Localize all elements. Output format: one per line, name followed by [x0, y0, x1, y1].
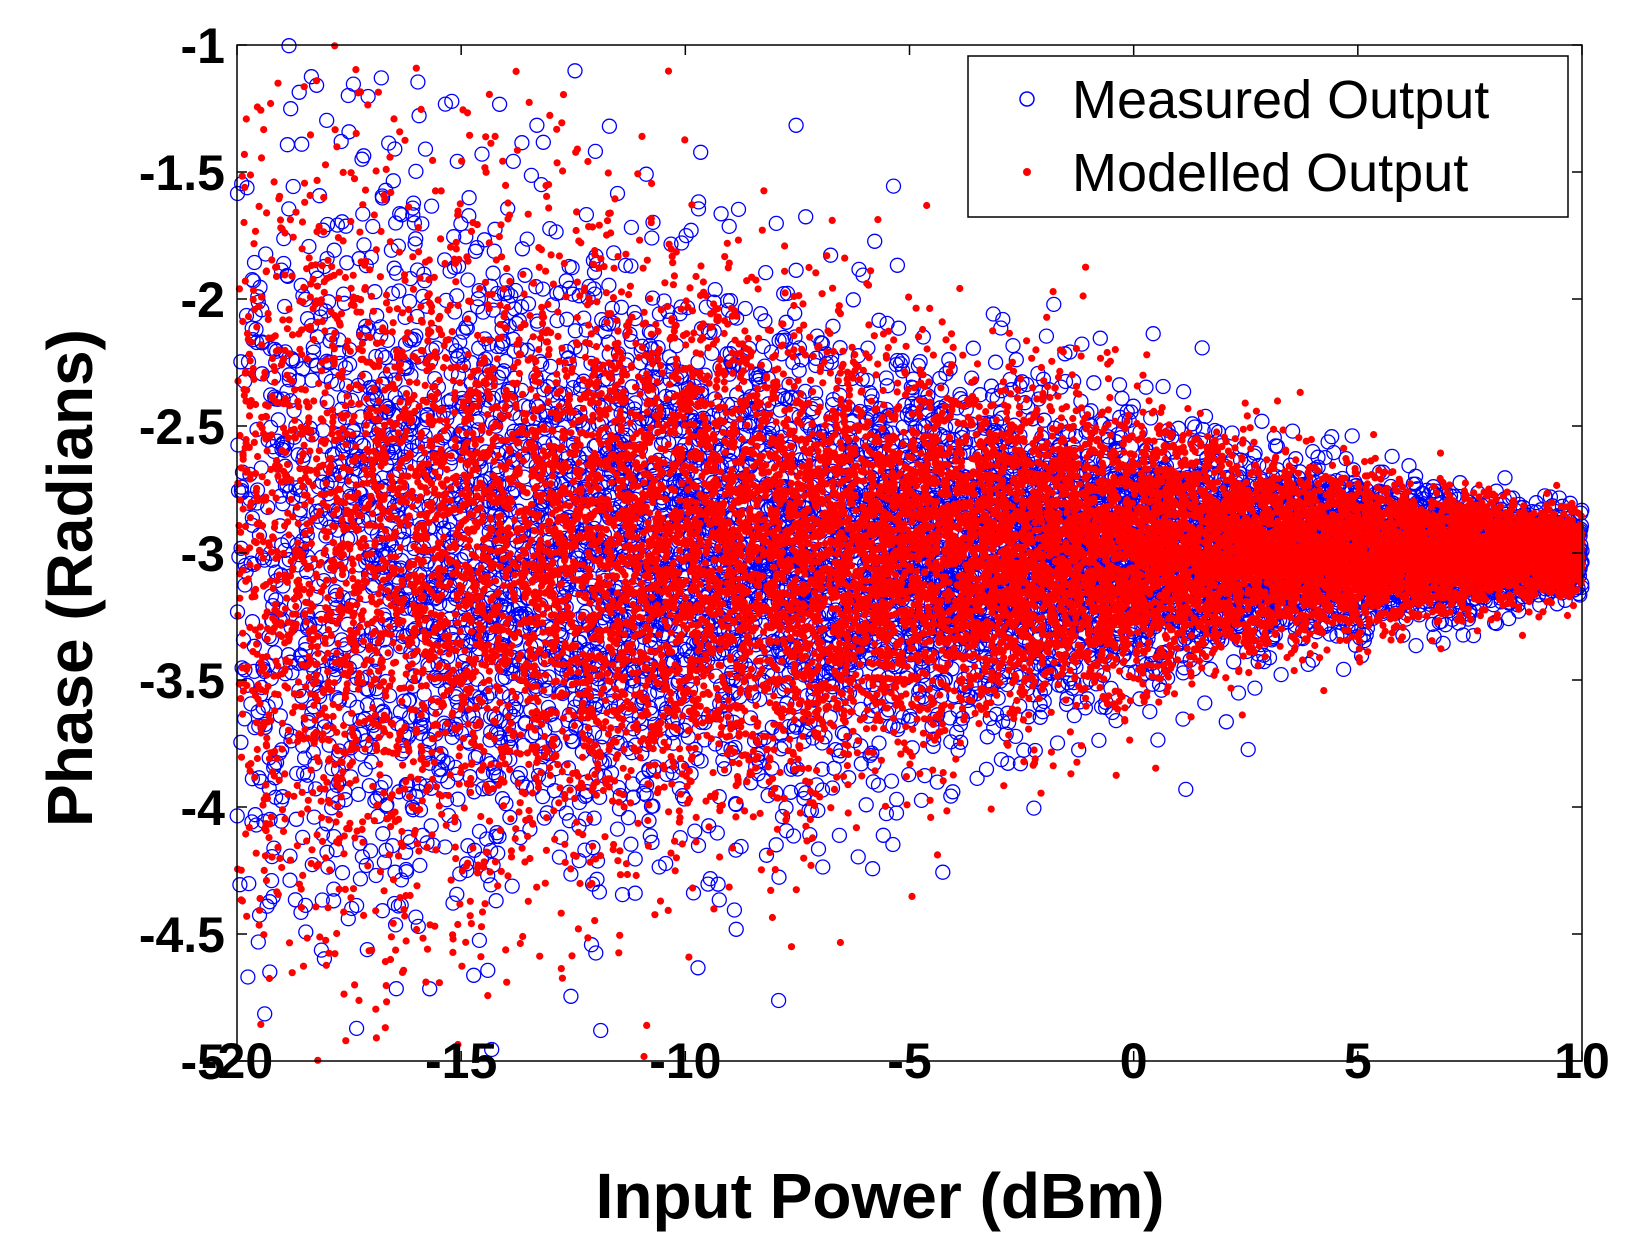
measured-point — [308, 589, 324, 606]
measured-point — [1086, 375, 1102, 391]
measured-point — [385, 173, 401, 189]
measured-point — [567, 63, 583, 79]
measured-point — [1197, 695, 1213, 711]
measured-point — [375, 826, 391, 842]
measured-point — [1092, 330, 1108, 346]
measured-point — [1066, 707, 1082, 724]
measured-point — [1300, 656, 1316, 673]
measured-point — [1240, 741, 1256, 758]
measured-point — [782, 784, 799, 800]
measured-point — [356, 237, 372, 253]
measured-point — [865, 774, 881, 790]
measured-point — [527, 725, 544, 741]
measured-point — [690, 837, 707, 854]
measured-point — [405, 195, 422, 211]
measured-point — [471, 932, 488, 949]
measured-point — [798, 209, 814, 225]
measured-point — [879, 378, 896, 394]
measured-point — [352, 835, 368, 851]
measured-point — [1074, 336, 1090, 352]
measured-point — [710, 876, 726, 892]
measured-point — [394, 207, 410, 223]
measured-point — [644, 834, 660, 850]
measured-point — [864, 861, 881, 877]
measured-point — [620, 810, 637, 826]
measured-point — [405, 207, 421, 223]
measured-point — [1178, 781, 1194, 798]
measured-point — [551, 795, 567, 812]
measured-point — [443, 392, 459, 408]
measured-point — [407, 236, 423, 252]
measured-point — [373, 319, 389, 335]
measured-point — [291, 84, 307, 100]
measured-point — [381, 135, 397, 151]
measured-point — [542, 358, 559, 375]
measured-point — [933, 382, 950, 398]
measured-point — [1036, 693, 1052, 710]
measured-point — [437, 96, 454, 112]
measured-point — [289, 765, 305, 782]
measured-point — [455, 324, 471, 340]
measured-point — [728, 921, 744, 937]
measured-point — [275, 496, 291, 512]
measured-point — [487, 221, 503, 237]
measured-point — [520, 296, 537, 312]
measured-point — [770, 992, 787, 1009]
measured-point — [1030, 365, 1046, 382]
measured-point — [1038, 328, 1055, 344]
measured-point — [528, 279, 544, 295]
measured-point — [367, 284, 383, 300]
measured-point — [358, 857, 374, 874]
measured-point — [558, 805, 574, 821]
measured-point — [341, 356, 358, 373]
measured-point — [571, 288, 587, 304]
measured-point — [340, 87, 356, 104]
measured-point — [480, 962, 496, 979]
measured-point — [278, 723, 295, 739]
measured-point — [484, 1041, 500, 1058]
measured-point — [585, 839, 601, 856]
measured-point — [716, 761, 733, 777]
measured-point — [693, 144, 709, 160]
